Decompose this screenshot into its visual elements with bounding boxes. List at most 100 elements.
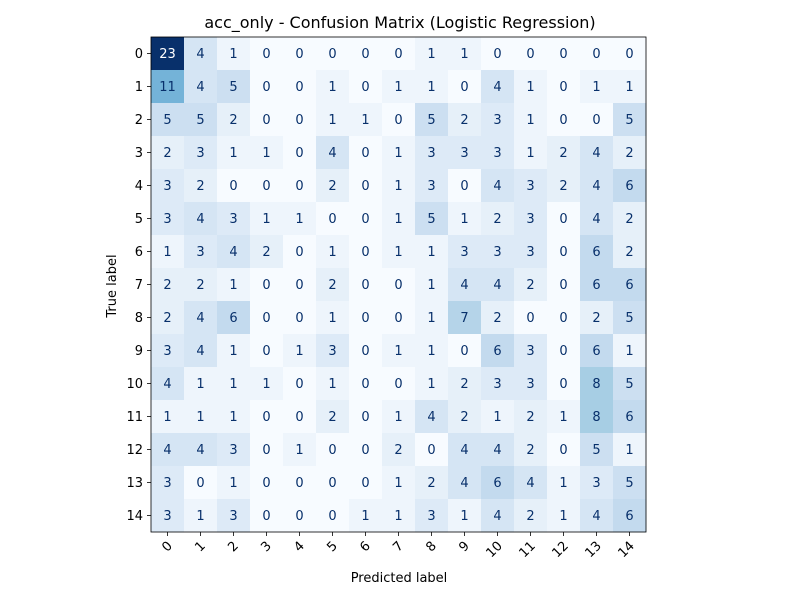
heatmap-cell-9-3 [250,334,284,368]
heatmap-cell-14-4 [283,499,317,533]
cell-value-label-2-2: 2 [229,113,237,128]
cell-value-label-11-6: 0 [361,410,369,425]
cell-value-label-1-13: 1 [592,80,600,95]
cell-value-label-6-6: 0 [361,245,369,260]
cell-value-label-7-7: 0 [394,278,402,293]
cell-value-label-3-8: 3 [427,146,435,161]
heatmap-cell-10-4 [283,367,317,401]
cell-value-label-5-10: 2 [493,212,501,227]
heatmap-cell-5-14 [613,202,647,236]
cell-value-label-2-8: 5 [427,113,435,128]
heatmap-cell-2-14 [613,103,647,137]
heatmap-cell-14-1 [184,499,218,533]
heatmap-cell-5-10 [481,202,515,236]
cell-value-label-5-3: 1 [262,212,270,227]
cell-value-label-3-0: 2 [163,146,171,161]
heatmap-cell-3-4 [283,136,317,170]
x-tick-label-9: 9 [456,539,472,555]
cell-value-label-9-12: 0 [559,344,567,359]
heatmap-cell-7-0 [151,268,185,302]
cell-value-label-9-13: 6 [592,344,600,359]
cell-value-label-7-12: 0 [559,278,567,293]
cell-value-label-11-13: 8 [592,410,600,425]
heatmap-cell-14-9 [448,499,482,533]
y-tick-label-11: 11 [126,410,143,425]
cell-value-label-1-6: 0 [361,80,369,95]
heatmap-cell-8-2 [217,301,251,335]
heatmap-cell-14-2 [217,499,251,533]
heatmap-cell-4-2 [217,169,251,203]
cell-value-label-4-3: 0 [262,179,270,194]
heatmap-cell-7-5 [316,268,350,302]
cell-value-label-10-11: 3 [526,377,534,392]
cell-value-label-8-5: 1 [328,311,336,326]
heatmap-cell-11-12 [547,400,581,434]
heatmap-cell-13-3 [250,466,284,500]
heatmap-cell-2-8 [415,103,449,137]
cell-value-label-0-13: 0 [592,47,600,62]
cell-value-label-0-9: 1 [460,47,468,62]
cell-value-label-0-1: 4 [196,47,204,62]
cell-value-label-11-5: 2 [328,410,336,425]
y-tick-label-10: 10 [126,377,143,392]
heatmap-cell-6-4 [283,235,317,269]
heatmap-cell-4-6 [349,169,383,203]
heatmap-cell-12-11 [514,433,548,467]
heatmap-cell-4-8 [415,169,449,203]
heatmap-cell-13-13 [580,466,614,500]
heatmap-cell-12-10 [481,433,515,467]
heatmap-cell-7-6 [349,268,383,302]
cell-value-label-4-5: 2 [328,179,336,194]
cell-value-label-10-10: 3 [493,377,501,392]
cell-value-label-14-14: 6 [625,509,633,524]
cell-value-label-9-8: 1 [427,344,435,359]
heatmap-cell-13-8 [415,466,449,500]
heatmap-cell-1-9 [448,70,482,104]
heatmap-cell-0-5 [316,37,350,71]
cell-value-label-11-1: 1 [196,410,204,425]
heatmap-cell-7-12 [547,268,581,302]
heatmap-cell-10-9 [448,367,482,401]
cell-value-label-5-13: 4 [592,212,600,227]
heatmap-cell-14-11 [514,499,548,533]
cell-value-label-9-2: 1 [229,344,237,359]
cell-value-label-14-7: 1 [394,509,402,524]
heatmap-cell-4-4 [283,169,317,203]
cell-value-label-4-9: 0 [460,179,468,194]
heatmap-cell-5-2 [217,202,251,236]
heatmap-cell-9-9 [448,334,482,368]
cell-value-label-2-3: 0 [262,113,270,128]
heatmap-cell-0-2 [217,37,251,71]
x-tick-label-1: 1 [192,539,208,555]
cell-value-label-10-2: 1 [229,377,237,392]
cell-value-label-6-13: 6 [592,245,600,260]
heatmap-cell-10-8 [415,367,449,401]
heatmap-cell-13-12 [547,466,581,500]
cell-value-label-12-10: 4 [493,443,501,458]
cell-value-label-2-5: 1 [328,113,336,128]
cell-value-label-13-1: 0 [196,476,204,491]
cell-value-label-3-4: 0 [295,146,303,161]
cell-value-label-7-14: 6 [625,278,633,293]
cell-value-label-9-3: 0 [262,344,270,359]
cell-value-label-6-4: 0 [295,245,303,260]
heatmap-cell-8-11 [514,301,548,335]
heatmap-cell-3-9 [448,136,482,170]
cell-value-label-10-6: 0 [361,377,369,392]
heatmap-cell-13-14 [613,466,647,500]
cell-value-label-7-8: 1 [427,278,435,293]
cell-value-label-0-14: 0 [625,47,633,62]
cell-value-label-1-9: 0 [460,80,468,95]
x-axis-label: Predicted label [351,571,448,586]
heatmap-cell-11-11 [514,400,548,434]
heatmap-cell-9-2 [217,334,251,368]
cell-value-label-7-3: 0 [262,278,270,293]
heatmap-cell-11-7 [382,400,416,434]
heatmap-cell-12-13 [580,433,614,467]
cell-value-label-14-0: 3 [163,509,171,524]
y-tick-label-7: 7 [135,278,143,293]
cell-value-label-6-0: 1 [163,245,171,260]
cell-value-label-12-5: 0 [328,443,336,458]
cell-value-label-11-0: 1 [163,410,171,425]
